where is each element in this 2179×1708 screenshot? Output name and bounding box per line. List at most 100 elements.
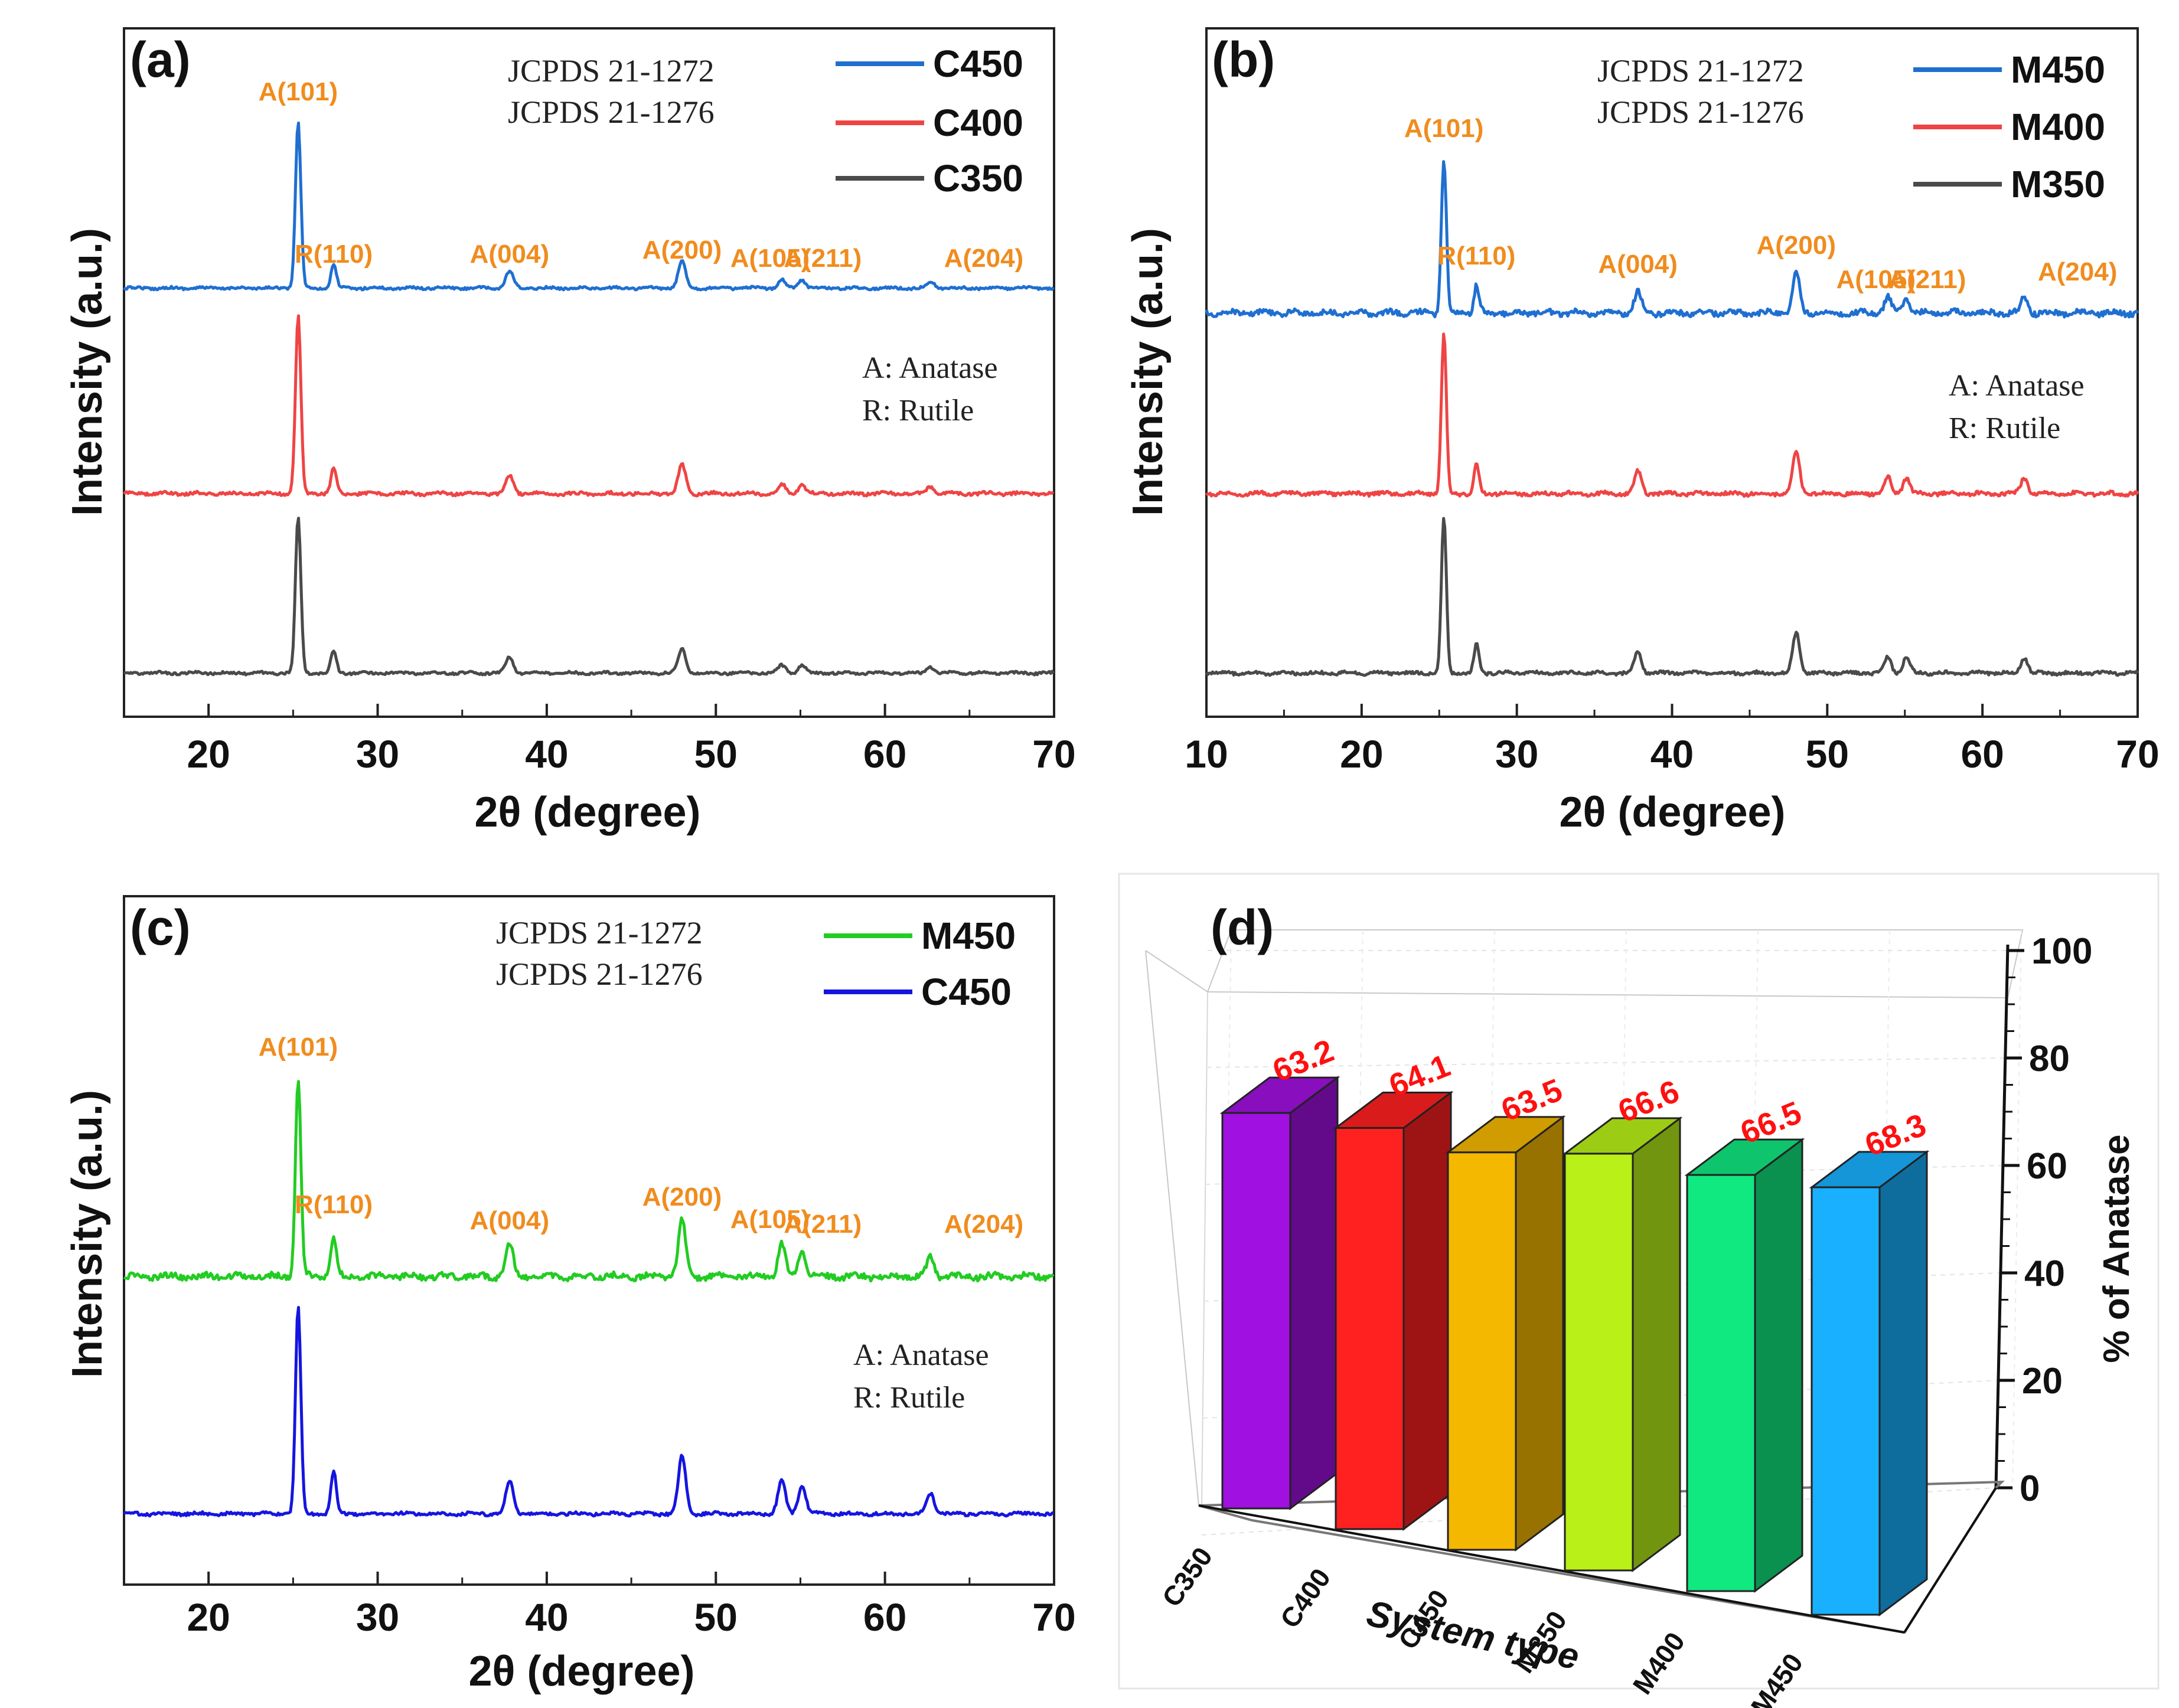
- x-tick-label: 20: [187, 732, 230, 776]
- peak-label: A(204): [2038, 257, 2118, 286]
- panel-a-curves: [122, 121, 1055, 677]
- y-tick-label: 60: [2027, 1146, 2067, 1187]
- x-tick-label: 50: [1806, 732, 1849, 776]
- panel-a-note-1: JCPDS 21-1272: [508, 53, 715, 89]
- panel-a-x-ticks: 20 30 40 50 60 70: [123, 704, 1076, 776]
- x-tick-label: 20: [1340, 732, 1383, 776]
- peak-label: A(105): [730, 244, 810, 273]
- panel-c-peak-labels: A(101) R(110) A(004) A(200) A(105)A(211) A(20…: [259, 1033, 1024, 1239]
- panel-a-note-2: JCPDS 21-1276: [508, 94, 715, 130]
- panel-a-label: (a): [130, 32, 191, 87]
- xrd-curve-c450: [123, 121, 1055, 292]
- legend-m350: M350: [2011, 163, 2105, 205]
- x-tick-label: 60: [863, 732, 906, 776]
- xrd-curve-c400: [122, 314, 1055, 498]
- panel-c-curves: [123, 1080, 1055, 1518]
- panel-d-floor-edge: [1903, 1487, 1997, 1634]
- bar-side-c450: [1515, 1115, 1564, 1552]
- panel-a-phase-rutile: R: Rutile: [862, 394, 974, 427]
- x-tick-label: 30: [1495, 732, 1538, 776]
- panel-c-note-1: JCPDS 21-1272: [496, 915, 703, 951]
- peak-label: A(211): [784, 244, 862, 273]
- peak-label: A(204): [944, 1210, 1024, 1239]
- bar-c350: [1221, 1112, 1291, 1510]
- panel-b-phase-rutile: R: Rutile: [1949, 412, 2060, 445]
- panel-c: (c) JCPDS 21-1272 JCPDS 21-1276 M450 C45…: [64, 895, 1076, 1695]
- panel-d-y-title: % of Anatase: [2096, 1134, 2137, 1363]
- panel-b-label: (b): [1212, 32, 1275, 87]
- x-tick-label: 70: [2116, 732, 2159, 776]
- panel-b-note-2: JCPDS 21-1276: [1597, 94, 1804, 130]
- x-tick-label: 50: [694, 1595, 738, 1639]
- peak-label: A(101): [1404, 114, 1484, 143]
- bar-side-m450: [1878, 1150, 1928, 1616]
- x-tick-label: 60: [1961, 732, 2004, 776]
- peak-label: R(110): [1437, 241, 1515, 270]
- x-tick-label: 70: [1032, 1595, 1075, 1639]
- panel-d-box-edge: [1201, 991, 1208, 1506]
- panel-c-phase-anatase: A: Anatase: [853, 1338, 989, 1372]
- bar-c450: [1447, 1151, 1517, 1551]
- panel-c-x-ticks: 20 30 40 50 60 70: [123, 1572, 1076, 1639]
- panel-d-box-top: [1206, 929, 2024, 999]
- panel-c-x-title: 2θ (degree): [468, 1648, 694, 1695]
- bar-side-m350: [1632, 1116, 1681, 1572]
- x-tick-label: 20: [187, 1595, 230, 1639]
- bar-side-c350: [1289, 1076, 1339, 1510]
- y-tick-label: 40: [2024, 1253, 2065, 1294]
- peak-label: A(101): [259, 77, 338, 106]
- x-tick-label: 10: [1185, 732, 1228, 776]
- panel-c-y-title: Intensity (a.u.): [64, 1090, 111, 1378]
- xrd-curve-c450: [123, 1306, 1055, 1518]
- peak-label: A(211): [1888, 265, 1966, 294]
- bar-m450: [1811, 1186, 1881, 1616]
- legend-c400: C400: [933, 102, 1023, 144]
- panel-b-note-1: JCPDS 21-1272: [1597, 53, 1804, 89]
- panel-d-x-axis: [1198, 1504, 1905, 1634]
- panel-d-label: (d): [1211, 900, 1274, 955]
- peak-label: A(004): [1598, 250, 1678, 279]
- panel-c-frame: [123, 895, 1055, 1586]
- peak-label: A(101): [259, 1033, 338, 1062]
- panel-b-x-title: 2θ (degree): [1559, 789, 1785, 836]
- legend-m400: M400: [2011, 106, 2105, 148]
- panel-b-y-title: Intensity (a.u.): [1124, 228, 1172, 516]
- panel-b-x-ticks: 10 20 30 40 50 60 70: [1185, 704, 2160, 776]
- bar-side-c400: [1402, 1090, 1452, 1531]
- peak-label: A(004): [470, 1206, 550, 1235]
- x-tick-label: 50: [694, 732, 738, 776]
- x-tick-label: 30: [356, 732, 399, 776]
- peak-label: R(110): [295, 240, 373, 269]
- panel-b: (b) JCPDS 21-1272 JCPDS 21-1276 M450 M40…: [1124, 27, 2160, 836]
- xrd-curve-m450: [123, 1080, 1055, 1283]
- x-tick-label: 40: [525, 732, 568, 776]
- panel-c-legend: M450 C450: [824, 915, 1016, 1013]
- panel-a: (a) JCPDS 21-1272 JCPDS 21-1276 C450 C40…: [64, 27, 1076, 836]
- x-tick-label: 40: [525, 1595, 568, 1639]
- panel-c-phase-rutile: R: Rutile: [853, 1381, 965, 1415]
- bar-m400: [1686, 1174, 1756, 1592]
- peak-label: A(200): [642, 236, 722, 264]
- bar-c400: [1335, 1127, 1405, 1530]
- y-tick-label: 20: [2022, 1361, 2063, 1402]
- panel-b-legend: M450 M400 M350: [1913, 48, 2105, 205]
- bar-m350: [1564, 1152, 1634, 1572]
- panel-b-phase-anatase: A: Anatase: [1949, 369, 2085, 403]
- panel-d-y-axis: [1994, 944, 2010, 1488]
- xrd-curve-m400: [1205, 332, 2139, 498]
- grid-line: [1206, 1057, 2006, 1068]
- panel-a-y-title: Intensity (a.u.): [64, 228, 111, 516]
- x-tick-label: 40: [1650, 732, 1694, 776]
- legend-m450: M450: [2011, 48, 2105, 91]
- legend-c450: C450: [933, 43, 1023, 85]
- panel-b-peak-labels: A(101) R(110) A(004) A(200)A(105)A(211) A(20…: [1404, 114, 2117, 294]
- panel-a-frame: [123, 27, 1055, 718]
- panel-b-curves: [1205, 160, 2139, 677]
- xrd-curve-c350: [123, 517, 1055, 677]
- xrd-curve-m450: [1205, 160, 2139, 319]
- panel-d-box-edge: [1145, 950, 1199, 1506]
- panel-a-peak-labels: A(101) R(110) A(004) A(200) A(105)A(211) A(20…: [259, 77, 1024, 273]
- panel-a-phase-anatase: A: Anatase: [862, 351, 998, 385]
